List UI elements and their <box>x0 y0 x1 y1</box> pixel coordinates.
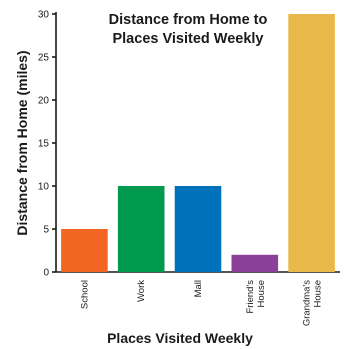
x-tick-label: Grandma'sHouse <box>302 280 324 326</box>
y-tick-label: 15 <box>38 139 50 150</box>
bar-mall <box>174 186 222 272</box>
x-tick-label: Mall <box>193 280 204 297</box>
chart-title-line-1: Distance from Home to <box>109 12 268 28</box>
x-tick-label-line: Friend's <box>245 280 256 314</box>
y-tick-label: 5 <box>43 225 49 236</box>
x-tick-label: School <box>79 280 90 309</box>
x-tick-label-line: House <box>313 280 324 307</box>
x-tick-label-line: Work <box>136 280 147 302</box>
y-tick-label: 30 <box>38 10 50 21</box>
x-tick-label-line: Grandma's <box>302 280 313 326</box>
bar-grandmas-house <box>288 14 335 272</box>
x-tick-label-line: House <box>256 280 267 307</box>
y-tick-label: 20 <box>38 96 50 107</box>
y-tick-label: 0 <box>43 268 49 279</box>
chart-title-line-2: Places Visited Weekly <box>112 31 263 47</box>
bar-work <box>117 186 165 272</box>
x-tick-label: Friend'sHouse <box>245 280 267 314</box>
x-axis-label: Places Visited Weekly <box>107 330 253 346</box>
y-tick-label: 10 <box>38 182 50 193</box>
bar-friends-house <box>231 254 279 272</box>
x-tick-label: Work <box>136 280 147 302</box>
x-tick-label-line: Mall <box>193 280 204 297</box>
bar-school <box>61 229 108 272</box>
x-tick-label-line: School <box>79 280 90 309</box>
y-tick-label: 25 <box>38 53 50 64</box>
y-axis-label: Distance from Home (miles) <box>14 50 30 235</box>
